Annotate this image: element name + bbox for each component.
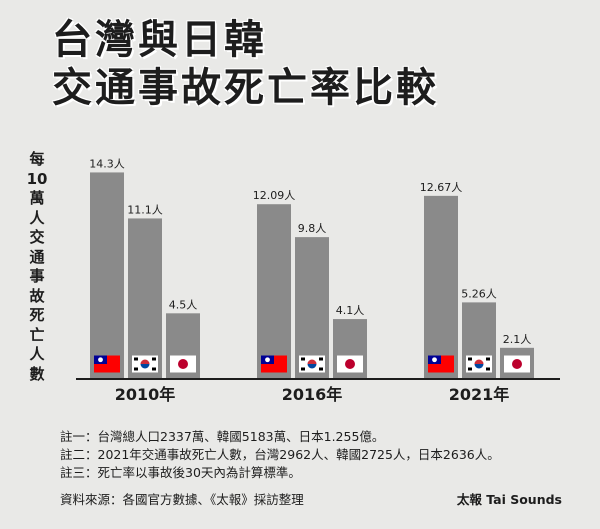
korea-flag-trigram	[152, 357, 156, 361]
notes-list: 註一：台灣總人口2337萬、韓國5183萬、日本1.255億。 註二：2021年…	[60, 428, 500, 482]
korea-flag-taeguk-bottom	[140, 364, 150, 369]
brand-text: 太報 Tai Sounds	[456, 492, 562, 507]
bar-value-label: 12.67人	[420, 181, 463, 194]
x-tick-label: 2021年	[449, 385, 510, 404]
korea-flag-trigram	[486, 367, 490, 371]
taiwan-flag-sun	[98, 357, 103, 363]
x-tick-label: 2016年	[282, 385, 343, 404]
y-axis-label: 每10萬人交通事故死亡人數	[26, 150, 48, 383]
korea-flag-trigram	[468, 357, 472, 361]
korea-flag-trigram	[319, 357, 323, 361]
bar-value-label: 12.09人	[253, 189, 296, 202]
source-text: 資料來源：各國官方數據、《太報》採訪整理	[60, 492, 304, 507]
japan-flag-disc	[512, 359, 522, 369]
bar	[424, 195, 458, 378]
bar-value-label: 4.5人	[169, 298, 198, 311]
note-2: 註二：2021年交通事故死亡人數，台灣2962人、韓國2725人，日本2636人…	[60, 447, 500, 462]
title-line-1: 台灣與日韓	[52, 17, 267, 63]
bar	[295, 237, 329, 378]
note-3: 註三：死亡率以事故後30天內為計算標準。	[60, 465, 301, 480]
korea-flag-trigram	[134, 357, 138, 361]
bar-value-label: 2.1人	[503, 333, 532, 346]
korea-flag-trigram	[319, 367, 323, 371]
bar-value-label: 11.1人	[127, 203, 163, 216]
bar	[257, 204, 291, 378]
korea-flag-taeguk-top	[140, 359, 150, 364]
note-1: 註一：台灣總人口2337萬、韓國5183萬、日本1.255億。	[60, 429, 385, 444]
bar-value-label: 4.1人	[336, 304, 365, 317]
bar	[90, 172, 124, 378]
bar	[128, 218, 162, 378]
korea-flag-taeguk-bottom	[474, 364, 484, 369]
korea-flag-taeguk-top	[474, 359, 484, 364]
korea-flag-trigram	[301, 367, 305, 371]
bar-value-label: 14.3人	[89, 157, 125, 170]
japan-flag-disc	[345, 359, 355, 369]
korea-flag-trigram	[301, 357, 305, 361]
bar-value-label: 5.26人	[461, 287, 497, 300]
bar-chart: 14.3人 11.1人 4.5人 2010年 12.09人 9.8人 4.1人 2016年 12…	[76, 157, 560, 404]
japan-flag-disc	[178, 359, 188, 369]
korea-flag-trigram	[152, 367, 156, 371]
page-title: 台灣與日韓 交通事故死亡率比較	[52, 16, 439, 112]
taiwan-flag-sun	[265, 357, 270, 363]
bar-value-label: 9.8人	[298, 222, 327, 235]
korea-flag-taeguk-bottom	[307, 364, 317, 369]
korea-flag-trigram	[486, 357, 490, 361]
taiwan-flag-sun	[432, 357, 437, 363]
title-line-2: 交通事故死亡率比較	[52, 65, 439, 111]
x-tick-label: 2010年	[115, 385, 176, 404]
korea-flag-taeguk-top	[307, 359, 317, 364]
korea-flag-trigram	[134, 367, 138, 371]
korea-flag-trigram	[468, 367, 472, 371]
